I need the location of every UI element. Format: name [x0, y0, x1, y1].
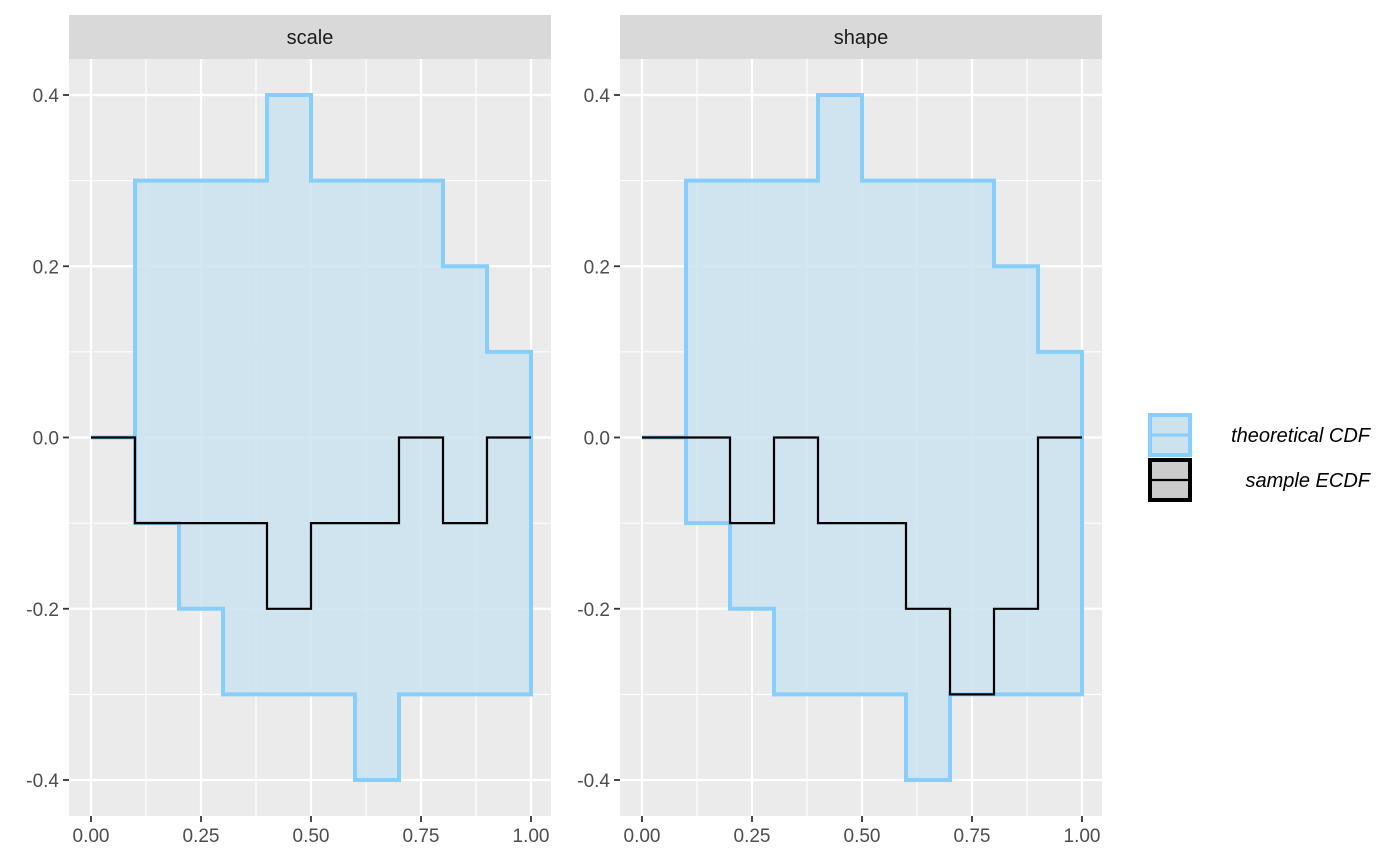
theoretical-cdf-band	[642, 93, 1084, 782]
y-tick-label: 0.0	[33, 429, 59, 450]
x-tick-label: 0.25	[183, 826, 220, 847]
x-tick-label: 0.00	[624, 826, 661, 847]
x-tick-label: 1.00	[1064, 826, 1101, 847]
facet-strip	[69, 15, 551, 59]
x-tick-label: 0.00	[73, 826, 110, 847]
y-tick-label: 0.4	[584, 86, 611, 107]
legend: theoretical CDF sample ECDF	[1148, 413, 1372, 502]
y-tick-label: 0.4	[33, 86, 60, 107]
y-tick-label: 0.2	[584, 257, 610, 278]
sample-ecdf-line	[91, 436, 531, 610]
facet-strip	[620, 15, 1102, 59]
legend-item-theoretical-cdf: theoretical CDF	[1148, 413, 1372, 457]
facet-strip-label: scale	[287, 27, 334, 49]
x-tick-label: 0.75	[403, 826, 440, 847]
y-tick-label: -0.4	[26, 771, 59, 792]
legend-label: theoretical CDF	[1231, 425, 1372, 447]
y-tick-label: -0.2	[26, 600, 59, 621]
x-tick-label: 0.50	[844, 826, 881, 847]
theoretical-cdf-band	[91, 93, 533, 782]
sample-ecdf-line	[642, 436, 1082, 696]
facet-strip-label: shape	[834, 27, 889, 49]
x-tick-label: 1.00	[513, 826, 550, 847]
y-tick-label: -0.2	[577, 600, 610, 621]
y-tick-label: -0.4	[577, 771, 610, 792]
y-tick-label: 0.2	[33, 257, 59, 278]
facet-panel-shape: shape 0.00 0.25 0.50 0.75 1.00 -0.4 -0.2 0.0 0.2 0…	[577, 15, 1102, 847]
x-tick-label: 0.25	[734, 826, 771, 847]
x-tick-label: 0.50	[293, 826, 330, 847]
x-tick-label: 0.75	[954, 826, 991, 847]
legend-item-sample-ecdf: sample ECDF	[1148, 458, 1372, 502]
legend-label: sample ECDF	[1246, 470, 1372, 492]
y-tick-label: 0.0	[584, 429, 610, 450]
facet-panel-scale: scale 0.00 0.25 0.50 0.75 1.00 -0.4 -0.2 0.0 0.2 0…	[26, 15, 551, 847]
